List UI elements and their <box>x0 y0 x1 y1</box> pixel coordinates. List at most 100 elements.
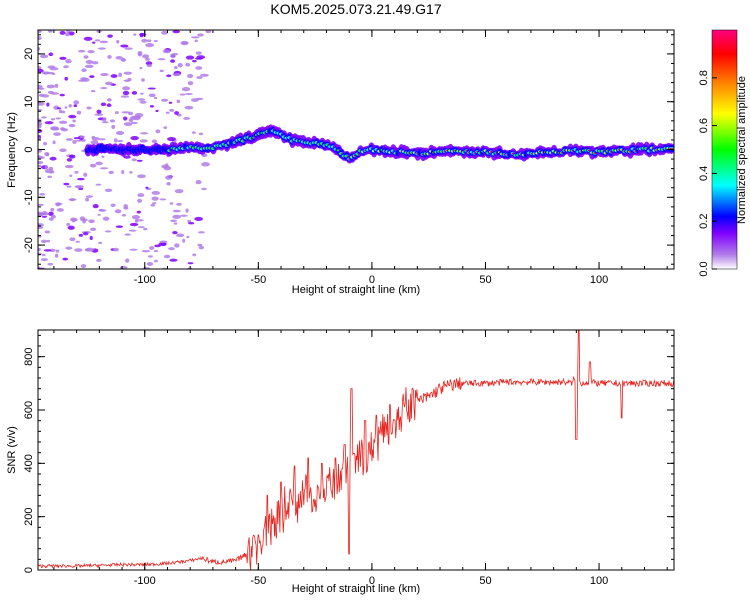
noise-blob <box>133 33 137 36</box>
noise-blob <box>90 227 97 231</box>
noise-blob <box>41 215 48 218</box>
spectrogram-ytick-label: 0 <box>23 146 35 152</box>
noise-blob <box>173 65 178 70</box>
noise-blob <box>59 148 67 153</box>
noise-blob <box>70 217 77 222</box>
noise-blob <box>64 76 69 81</box>
snr-frame <box>37 329 675 571</box>
noise-blob <box>104 188 113 192</box>
noise-blob <box>123 122 133 127</box>
noise-blob <box>39 193 46 196</box>
noise-blob <box>176 99 181 104</box>
noise-blob <box>131 90 138 95</box>
spectrogram-ytick-label: 10 <box>23 96 35 108</box>
noise-blob <box>182 41 189 45</box>
noise-blob <box>109 119 116 123</box>
noise-blob <box>145 186 149 189</box>
noise-blob <box>194 216 204 221</box>
noise-blob <box>106 98 112 102</box>
colorbar-tick-label: 0.2 <box>698 214 710 229</box>
noise-blob <box>124 47 133 50</box>
noise-blob <box>191 131 196 134</box>
noise-blob <box>188 222 195 225</box>
noise-blob <box>55 249 60 253</box>
noise-blob <box>184 92 193 96</box>
noise-blob <box>184 105 194 110</box>
noise-blob <box>139 66 143 70</box>
noise-blob <box>76 110 82 115</box>
noise-blob <box>172 30 181 34</box>
noise-blob <box>66 158 73 162</box>
noise-blob <box>87 50 95 54</box>
noise-blob <box>81 68 87 73</box>
noise-blob <box>163 126 168 130</box>
spectrogram-ytick-label: -20 <box>23 237 35 253</box>
noise-blob <box>92 41 96 44</box>
noise-blob <box>170 53 176 58</box>
noise-blob <box>77 49 86 53</box>
noise-blob <box>141 78 145 82</box>
noise-blob <box>132 115 141 121</box>
noise-blob <box>195 66 203 70</box>
noise-blob <box>83 55 89 59</box>
spectrogram-marks <box>38 30 674 269</box>
noise-blob <box>120 44 129 48</box>
chart-title: KOM5.2025.073.21.49.G17 <box>270 1 441 17</box>
noise-blob <box>50 127 60 131</box>
noise-blob <box>54 83 59 88</box>
noise-blob <box>72 139 77 145</box>
noise-blob <box>38 226 44 230</box>
noise-blob <box>41 116 47 119</box>
noise-blob <box>52 140 56 145</box>
noise-blob <box>129 222 139 227</box>
noise-blob <box>139 139 148 143</box>
noise-blob <box>44 230 51 234</box>
noise-blob <box>59 56 67 60</box>
noise-blob <box>150 203 156 207</box>
noise-blob <box>125 258 130 263</box>
noise-blob <box>174 111 179 115</box>
noise-blob <box>199 73 209 77</box>
noise-blob <box>194 39 198 43</box>
snr-ticks: -100 -50 0 50 100 0 200 400 600 800 <box>23 330 674 587</box>
noise-blob <box>78 233 84 237</box>
noise-blob <box>151 196 159 201</box>
noise-blob <box>151 190 160 195</box>
noise-blob <box>38 102 45 106</box>
noise-blob <box>58 120 68 124</box>
noise-blob <box>47 262 54 266</box>
noise-blob <box>115 56 123 60</box>
noise-blob <box>128 229 137 232</box>
noise-blob <box>85 59 94 65</box>
noise-blob <box>152 202 157 205</box>
spectrogram-xtick-label: -50 <box>250 274 266 286</box>
noise-blob <box>115 130 125 136</box>
noise-blob <box>44 151 50 157</box>
noise-blob <box>99 167 109 170</box>
noise-blob <box>190 98 199 102</box>
noise-blob <box>107 34 113 38</box>
noise-blob <box>38 122 43 126</box>
noise-blob <box>137 50 143 56</box>
noise-blob <box>163 254 171 259</box>
noise-blob <box>83 36 93 41</box>
noise-blob <box>145 43 155 48</box>
noise-blob <box>50 214 56 219</box>
noise-blob <box>38 203 44 207</box>
noise-blob <box>122 90 130 96</box>
snr-xtick-label: 50 <box>479 575 491 587</box>
noise-blob <box>147 255 153 258</box>
noise-blob <box>205 30 212 34</box>
noise-blob <box>40 258 48 262</box>
noise-blob <box>56 107 61 110</box>
snr-ytick-label: 600 <box>23 401 35 419</box>
noise-blob <box>39 54 49 59</box>
snr-ylabel: SNR (v/v) <box>6 426 18 474</box>
noise-blob <box>145 57 150 61</box>
noise-blob <box>74 171 79 174</box>
noise-blob <box>50 207 55 212</box>
noise-blob <box>123 116 128 121</box>
noise-blob <box>129 170 133 174</box>
noise-blob <box>159 240 168 244</box>
noise-blob <box>59 93 65 97</box>
